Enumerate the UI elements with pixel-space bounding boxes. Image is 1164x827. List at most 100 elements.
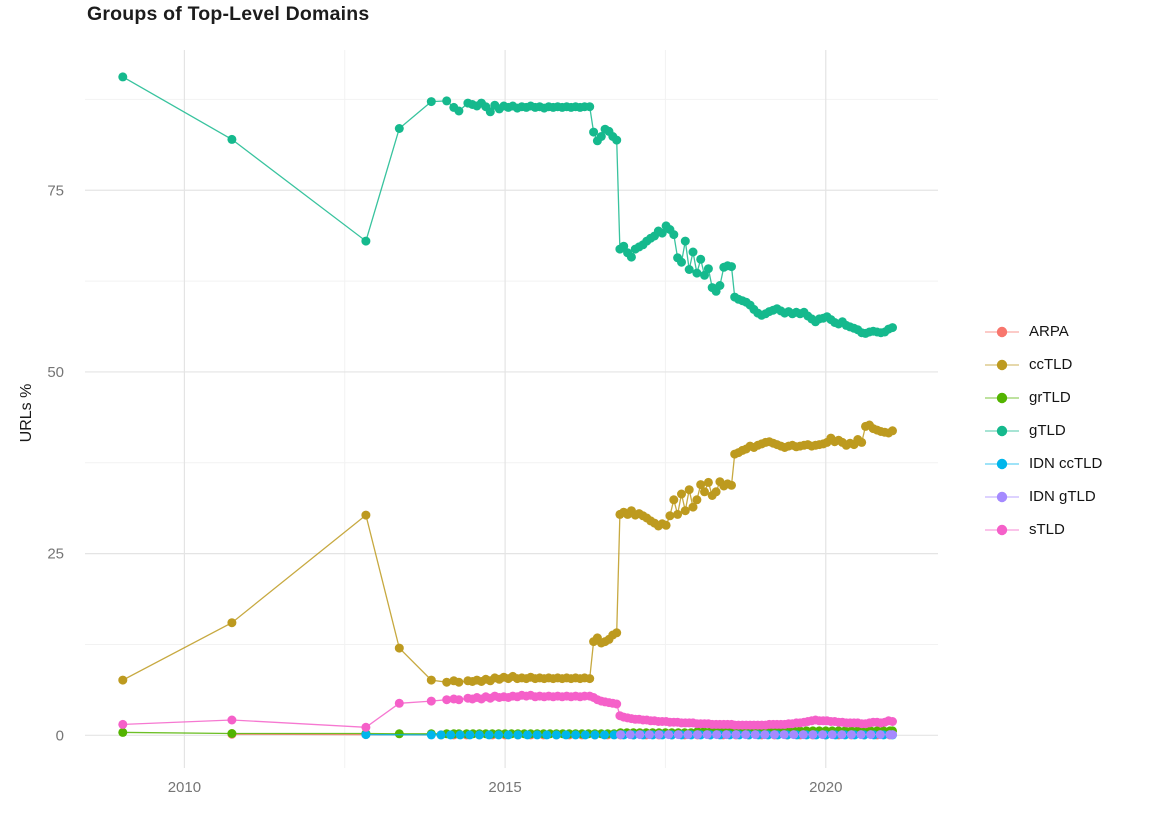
data-point-idn-gtld <box>673 730 683 740</box>
data-point-idn-cctld <box>571 730 581 740</box>
data-point-cctld <box>394 643 404 653</box>
data-point-idn-gtld <box>712 730 722 740</box>
data-point-idn-cctld <box>532 730 542 740</box>
legend-key-icon <box>985 326 1019 337</box>
data-point-gtld <box>612 135 622 145</box>
data-point-idn-gtld <box>888 730 897 740</box>
y-tick-label: 50 <box>47 364 64 381</box>
data-point-cctld <box>227 618 237 628</box>
data-point-gtld <box>426 97 436 107</box>
data-point-idn-cctld <box>580 730 590 740</box>
legend-key-icon <box>985 491 1019 502</box>
legend-item-arpa: ARPA <box>984 315 1102 348</box>
data-point-idn-cctld <box>542 730 552 740</box>
x-tick-label: 2015 <box>488 779 521 796</box>
data-point-idn-gtld <box>750 730 760 740</box>
y-tick-label: 75 <box>47 182 64 199</box>
data-point-idn-cctld <box>474 730 484 740</box>
data-point-idn-gtld <box>741 730 751 740</box>
legend-key-icon <box>985 425 1019 436</box>
data-point-gtld <box>677 257 686 267</box>
data-point-cctld <box>696 480 706 490</box>
data-point-cctld <box>727 480 736 490</box>
data-point-cctld <box>684 485 694 495</box>
data-point-gtld <box>361 236 371 246</box>
data-point-idn-cctld <box>513 730 523 740</box>
series-gtld <box>118 72 897 338</box>
data-point-stld <box>426 696 436 706</box>
series-line-gtld <box>122 76 893 335</box>
data-point-idn-gtld <box>702 730 712 740</box>
data-point-gtld <box>585 102 595 112</box>
data-point-cctld <box>612 628 622 638</box>
data-point-idn-gtld <box>721 730 731 740</box>
data-point-idn-gtld <box>760 730 770 740</box>
data-point-idn-cctld <box>561 730 571 740</box>
data-point-cctld <box>442 677 452 687</box>
data-point-idn-cctld <box>600 730 609 740</box>
data-point-gtld <box>394 124 404 133</box>
legend-item-label: IDN ccTLD <box>1029 455 1103 472</box>
legend-key-icon <box>985 458 1019 469</box>
data-point-gtld <box>727 262 736 272</box>
data-point-gtld <box>227 134 237 144</box>
legend-item-gtld: gTLD <box>984 414 1102 447</box>
legend-item-label: grTLD <box>1029 389 1071 406</box>
data-point-idn-gtld <box>693 730 702 740</box>
data-point-gtld <box>118 72 128 82</box>
data-point-idn-gtld <box>866 730 876 740</box>
data-point-idn-gtld <box>644 730 654 740</box>
data-point-gtld <box>703 264 713 274</box>
data-point-idn-gtld <box>779 730 789 740</box>
series-idn-gtld <box>616 730 897 740</box>
data-point-idn-gtld <box>856 730 866 740</box>
data-point-idn-cctld <box>523 730 532 740</box>
data-point-stld <box>361 722 371 732</box>
data-point-grtld <box>118 727 128 737</box>
data-point-cctld <box>711 487 721 497</box>
data-point-cctld <box>857 437 867 447</box>
data-point-gtld <box>626 252 636 262</box>
data-point-idn-gtld <box>616 730 625 740</box>
data-point-idn-cctld <box>446 730 456 740</box>
data-point-cctld <box>680 506 690 516</box>
data-point-cctld <box>703 477 713 487</box>
y-tick-label: 25 <box>47 546 64 563</box>
x-tick-label: 2010 <box>168 779 201 796</box>
data-point-gtld <box>692 268 702 278</box>
legend-item-grtld: grTLD <box>984 381 1102 414</box>
data-point-stld <box>612 699 622 709</box>
data-point-cctld <box>454 677 464 687</box>
axis-tick-labels: 0 25 50 75 2010 2015 2020 <box>47 182 842 796</box>
legend-item-label: ccTLD <box>1029 356 1073 373</box>
data-point-cctld <box>118 675 128 685</box>
series-cctld <box>118 420 897 687</box>
legend-key-icon <box>985 392 1019 403</box>
legend-key-icon <box>985 524 1019 535</box>
data-point-idn-gtld <box>846 730 856 740</box>
data-point-idn-cctld <box>455 730 465 740</box>
data-point-idn-cctld <box>609 730 619 740</box>
legend-item-idn-gtld: IDN gTLD <box>984 480 1102 513</box>
data-point-cctld <box>669 495 679 505</box>
legend-item-stld: sTLD <box>984 513 1102 546</box>
data-point-idn-gtld <box>635 730 645 740</box>
data-point-cctld <box>661 520 671 530</box>
data-point-gtld <box>700 270 709 280</box>
legend-item-label: sTLD <box>1029 521 1065 538</box>
data-point-stld <box>888 717 897 726</box>
gridlines <box>85 50 938 768</box>
data-point-stld <box>442 695 452 705</box>
data-point-gtld <box>688 247 698 257</box>
data-point-gtld <box>589 127 599 137</box>
data-point-cctld <box>888 426 897 436</box>
data-point-gtld <box>619 241 629 251</box>
data-point-gtld <box>696 254 706 264</box>
legend-item-label: ARPA <box>1029 323 1069 340</box>
data-point-idn-cctld <box>484 730 494 740</box>
data-point-gtld <box>657 228 667 238</box>
data-point-idn-cctld <box>503 730 513 740</box>
y-tick-label: 0 <box>56 727 64 744</box>
